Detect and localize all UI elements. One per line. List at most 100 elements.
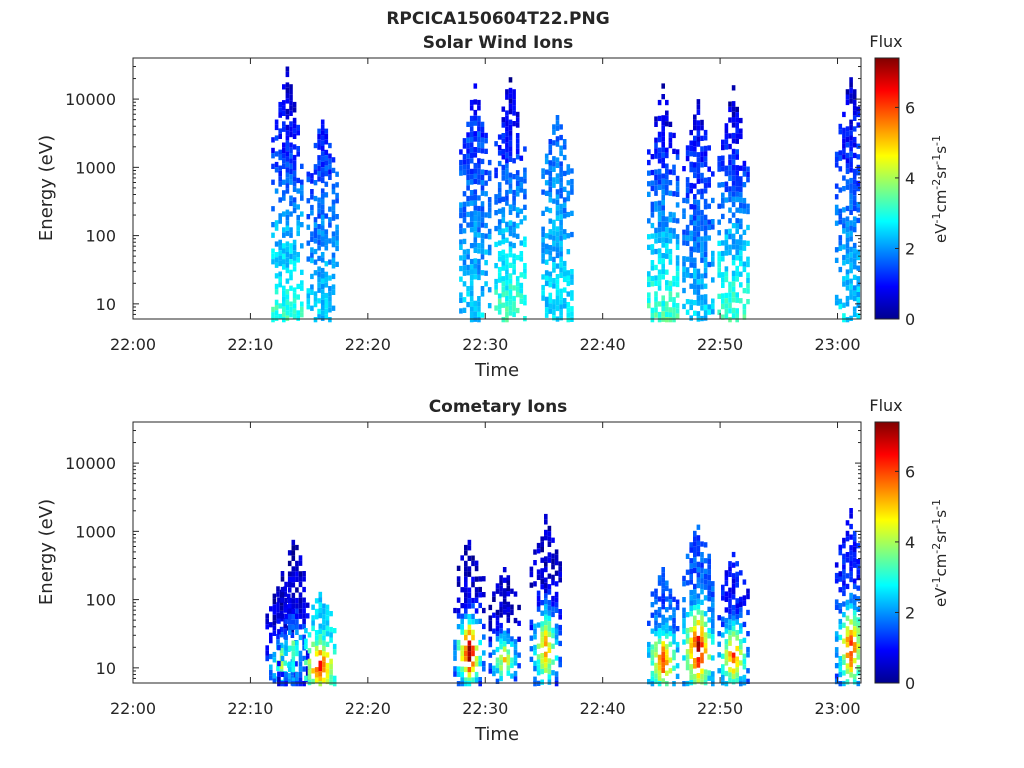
heatmap-cell xyxy=(456,576,461,582)
heatmap-cell xyxy=(742,653,747,659)
heatmap-cell xyxy=(852,306,857,312)
heatmap-cell xyxy=(700,284,704,290)
heatmap-cell xyxy=(665,232,669,238)
heatmap-cell xyxy=(320,135,325,141)
heatmap-cell xyxy=(331,210,336,216)
heatmap-cell xyxy=(654,180,658,186)
heatmap-cell xyxy=(515,276,520,282)
heatmap-cell xyxy=(473,194,478,200)
heatmap-cell xyxy=(700,652,704,658)
heatmap-cell xyxy=(480,254,485,260)
heatmap-cell xyxy=(508,278,513,284)
heatmap-cell xyxy=(328,307,332,313)
heatmap-cell xyxy=(529,624,534,631)
heatmap-cell xyxy=(540,584,544,590)
heatmap-cell xyxy=(657,237,662,243)
heatmap-cell xyxy=(552,129,556,135)
heatmap-cell xyxy=(331,215,336,221)
heatmap-cell xyxy=(313,270,318,276)
heatmap-cell xyxy=(559,166,563,172)
heatmap-cell xyxy=(849,294,853,300)
heatmap-cell xyxy=(325,631,330,637)
heatmap-cell xyxy=(325,678,330,685)
heatmap-cell xyxy=(724,229,729,235)
heatmap-cell xyxy=(548,192,553,198)
heatmap-cell xyxy=(728,677,732,683)
heatmap-cell xyxy=(552,309,556,316)
heatmap-cell xyxy=(505,147,509,153)
heatmap-cell xyxy=(856,186,861,192)
heatmap-cell xyxy=(292,308,297,314)
heatmap-cell xyxy=(283,623,287,629)
heatmap-cell xyxy=(717,161,721,167)
heatmap-cell xyxy=(845,163,850,169)
heatmap-cell xyxy=(700,135,704,141)
heatmap-cell xyxy=(703,182,708,189)
heatmap-cell xyxy=(689,669,693,675)
heatmap-cell xyxy=(668,121,673,127)
heatmap-cell xyxy=(278,133,282,139)
heatmap-cell xyxy=(471,582,475,588)
heatmap-cell xyxy=(742,637,747,643)
heatmap-cell xyxy=(675,308,680,314)
heatmap-cell xyxy=(289,243,293,249)
heatmap-cell xyxy=(311,620,315,626)
heatmap-cell xyxy=(852,195,857,201)
heatmap-cell xyxy=(512,121,516,127)
heatmap-cell xyxy=(311,668,315,674)
heatmap-cell xyxy=(661,311,665,317)
heatmap-cell xyxy=(501,138,506,144)
heatmap-cell xyxy=(459,159,463,166)
heatmap-cell xyxy=(661,263,665,269)
heatmap-cell xyxy=(685,612,690,618)
heatmap-cell xyxy=(296,130,300,136)
heatmap-cell xyxy=(474,677,479,683)
heatmap-cell xyxy=(852,311,857,318)
heatmap-cell xyxy=(456,624,461,630)
heatmap-cell xyxy=(724,139,729,145)
heatmap-cell xyxy=(499,628,503,634)
heatmap-cell xyxy=(682,266,686,272)
heatmap-cell xyxy=(672,639,676,645)
heatmap-cell xyxy=(647,652,651,658)
heatmap-cell xyxy=(519,298,524,304)
heatmap-cell xyxy=(298,576,303,582)
heatmap-cell xyxy=(331,263,336,269)
heatmap-cell xyxy=(544,561,548,567)
heatmap-cell xyxy=(473,300,478,306)
heatmap-cell xyxy=(721,595,725,601)
heatmap-cell xyxy=(700,599,704,605)
heatmap-cell xyxy=(731,679,736,685)
heatmap-cell xyxy=(311,625,315,632)
heatmap-cell xyxy=(711,618,715,624)
heatmap-cell xyxy=(320,278,325,284)
heatmap-cell xyxy=(746,240,750,246)
heatmap-cell xyxy=(331,199,336,205)
heatmap-cell xyxy=(466,222,470,228)
heatmap-cell xyxy=(562,202,567,208)
heatmap-cell xyxy=(289,163,293,169)
heatmap-cell xyxy=(320,119,325,125)
heatmap-cell xyxy=(544,651,548,657)
heatmap-cell xyxy=(731,159,736,165)
heatmap-cell xyxy=(291,608,296,614)
heatmap-cell xyxy=(849,508,853,514)
heatmap-cell xyxy=(842,302,846,308)
heatmap-cell xyxy=(746,277,750,284)
heatmap-cell xyxy=(292,101,297,108)
heatmap-cell xyxy=(320,199,325,205)
heatmap-cell xyxy=(300,222,304,228)
heatmap-cell xyxy=(852,99,857,106)
heatmap-cell xyxy=(650,681,655,687)
heatmap-cell xyxy=(689,167,693,173)
heatmap-cell xyxy=(269,638,273,644)
heatmap-cell xyxy=(703,574,708,580)
heatmap-cell xyxy=(647,303,651,309)
heatmap-cell xyxy=(555,295,560,301)
heatmap-cell xyxy=(852,285,857,291)
heatmap-cell xyxy=(460,656,464,662)
heatmap-cell xyxy=(474,587,479,593)
heatmap-cell xyxy=(842,543,846,549)
heatmap-cell xyxy=(477,179,481,185)
heatmap-cell xyxy=(456,565,461,571)
